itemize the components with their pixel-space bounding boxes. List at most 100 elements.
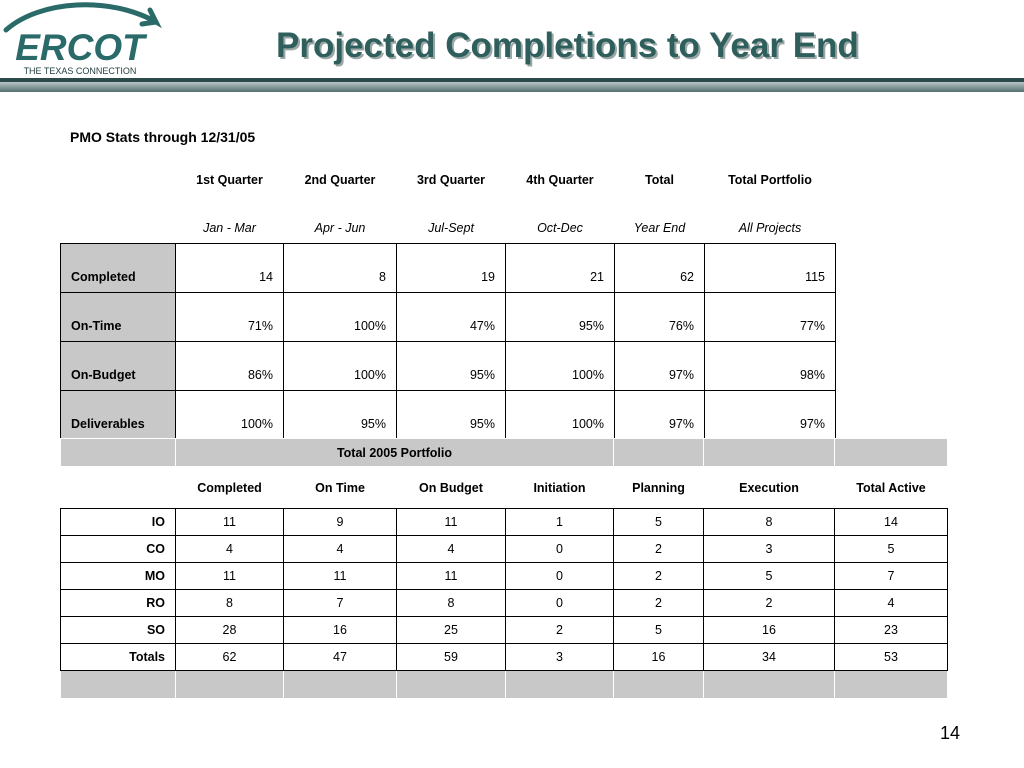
table-row: Completed 14 8 19 21 62 115 <box>60 243 836 293</box>
table-cell: 11 <box>175 508 284 536</box>
column-subheader: Jan - Mar <box>203 221 256 235</box>
table-cell: 47% <box>396 292 506 342</box>
row-label: CO <box>60 535 176 563</box>
table-cell: 0 <box>505 589 614 617</box>
band-cell <box>175 670 284 699</box>
table-cell: 16 <box>613 643 704 671</box>
row-label: Completed <box>60 243 176 293</box>
table-row: RO 8 7 8 0 2 2 4 <box>60 589 948 617</box>
column-header: Completed <box>197 480 262 495</box>
table-cell: 28 <box>175 616 284 644</box>
row-label: Deliverables <box>60 390 176 440</box>
row-label: IO <box>60 508 176 536</box>
corner-cell <box>61 195 176 244</box>
table-cell: 11 <box>396 562 506 590</box>
column-subheader: Jul-Sept <box>428 221 474 235</box>
table-cell: 76% <box>614 292 705 342</box>
table-cell: 95% <box>283 390 397 440</box>
column-header: Total Portfolio <box>728 173 812 187</box>
table-cell: 5 <box>703 562 835 590</box>
row-label: On-Budget <box>60 341 176 391</box>
table-cell: 7 <box>834 562 948 590</box>
table-row: SO 28 16 25 2 5 16 23 <box>60 616 948 644</box>
table-cell: 77% <box>704 292 836 342</box>
table-cell: 4 <box>175 535 284 563</box>
band-cell <box>703 670 835 699</box>
table-cell: 95% <box>396 390 506 440</box>
table-cell: 2 <box>613 589 704 617</box>
page-title: Projected Completions to Year End <box>276 26 859 65</box>
table-cell: 2 <box>613 562 704 590</box>
table-cell: 98% <box>704 341 836 391</box>
quarter-header-row: 1st Quarter 2nd Quarter 3rd Quarter 4th … <box>61 165 836 195</box>
portfolio-band-label: Total 2005 Portfolio <box>175 438 614 467</box>
row-label: RO <box>60 589 176 617</box>
table-cell: 62 <box>175 643 284 671</box>
band-cell <box>396 670 506 699</box>
column-header: Total <box>645 173 674 187</box>
table-cell: 97% <box>704 390 836 440</box>
corner-cell <box>61 165 176 195</box>
table-cell: 21 <box>505 243 615 293</box>
table-cell: 9 <box>283 508 397 536</box>
column-header: Execution <box>739 480 799 495</box>
column-header: 2nd Quarter <box>304 173 376 187</box>
table-cell: 3 <box>505 643 614 671</box>
stats-heading: PMO Stats through 12/31/05 <box>70 129 256 145</box>
band-cell <box>613 438 704 467</box>
table-cell: 59 <box>396 643 506 671</box>
band-cell <box>60 670 176 699</box>
column-header: 3rd Quarter <box>416 173 486 187</box>
table-row: On-Budget 86% 100% 95% 100% 97% 98% <box>60 341 836 391</box>
column-header: On Time <box>315 480 365 495</box>
ercot-logo: ERCOT THE TEXAS CONNECTION <box>3 2 162 76</box>
band-cell <box>834 438 948 467</box>
table-cell: 14 <box>175 243 284 293</box>
column-subheader: Oct-Dec <box>537 221 583 235</box>
table-cell: 100% <box>283 292 397 342</box>
row-label: Totals <box>60 643 176 671</box>
corner-cell <box>61 467 176 509</box>
table-cell: 100% <box>505 341 615 391</box>
table-cell: 1 <box>505 508 614 536</box>
table-cell: 86% <box>175 341 284 391</box>
page-number: 14 <box>940 723 961 743</box>
table-cell: 3 <box>703 535 835 563</box>
table-cell: 14 <box>834 508 948 536</box>
portfolio-table: Total 2005 Portfolio Completed On Time O… <box>60 438 948 699</box>
column-subheader: All Projects <box>738 221 802 235</box>
column-subheader: Year End <box>633 221 686 235</box>
table-cell: 47 <box>283 643 397 671</box>
table-cell: 0 <box>505 535 614 563</box>
table-cell: 95% <box>396 341 506 391</box>
table-cell: 4 <box>283 535 397 563</box>
table-cell: 11 <box>396 508 506 536</box>
table-cell: 100% <box>283 341 397 391</box>
row-label: MO <box>60 562 176 590</box>
table-cell: 71% <box>175 292 284 342</box>
band-cell <box>703 438 835 467</box>
table-cell: 0 <box>505 562 614 590</box>
column-subheader: Apr - Jun <box>314 221 366 235</box>
table-cell: 97% <box>614 341 705 391</box>
band-cell <box>834 670 948 699</box>
table-cell: 23 <box>834 616 948 644</box>
column-header: 4th Quarter <box>526 173 594 187</box>
table-cell: 8 <box>703 508 835 536</box>
column-header: Planning <box>632 480 685 495</box>
quarter-subheader-row: Jan - Mar Apr - Jun Jul-Sept Oct-Dec Yea… <box>61 195 836 244</box>
table-cell: 34 <box>703 643 835 671</box>
row-label: SO <box>60 616 176 644</box>
table-cell: 11 <box>283 562 397 590</box>
table-cell: 19 <box>396 243 506 293</box>
table-cell: 16 <box>283 616 397 644</box>
band-cell <box>283 670 397 699</box>
logo-wordmark: ERCOT <box>15 27 148 68</box>
portfolio-footer-band <box>60 670 948 699</box>
table-cell: 5 <box>613 616 704 644</box>
header-band <box>0 82 1024 92</box>
table-row: Deliverables 100% 95% 95% 100% 97% 97% <box>60 390 836 440</box>
header-rule <box>0 78 1024 82</box>
table-cell: 62 <box>614 243 705 293</box>
column-header: 1st Quarter <box>196 173 263 187</box>
